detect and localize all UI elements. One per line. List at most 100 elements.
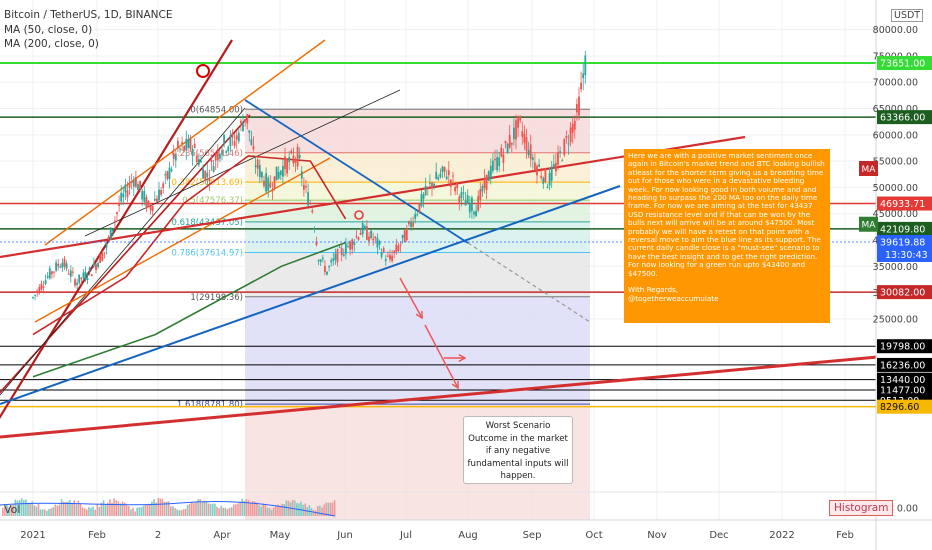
candle-body xyxy=(418,203,421,213)
volume-bar xyxy=(314,510,317,516)
candle-body xyxy=(225,151,228,153)
volume-bar xyxy=(98,506,101,516)
volume-bar xyxy=(88,507,90,516)
candle-body xyxy=(431,182,433,189)
candle-body xyxy=(63,258,66,267)
volume-bar xyxy=(138,507,141,516)
candle-body xyxy=(441,166,444,173)
price-level-badge xyxy=(877,285,932,300)
currency-label[interactable]: USDT xyxy=(891,9,924,22)
volume-bar xyxy=(170,506,172,516)
candle-body xyxy=(181,142,183,144)
candle-body xyxy=(237,132,240,142)
candle-body xyxy=(305,185,307,188)
histogram-button[interactable]: Histogram xyxy=(829,500,894,516)
candle-body xyxy=(328,266,330,268)
candle-body xyxy=(235,135,238,140)
candle-body xyxy=(345,243,347,254)
candle-body xyxy=(426,186,429,188)
time-tick-label: Jul xyxy=(399,530,412,541)
candle-body xyxy=(389,254,391,260)
volume-bar xyxy=(207,503,210,516)
volume-bar xyxy=(121,501,124,516)
price-level-badge-label: 16236.00 xyxy=(880,360,925,371)
candle-body xyxy=(151,205,154,212)
volume-bar xyxy=(180,510,183,516)
volume-bar xyxy=(279,505,281,516)
candle-body xyxy=(48,268,51,279)
ma50-legend[interactable]: MA (50, close, 0) xyxy=(4,23,93,36)
price-level-badge-label: 13440.00 xyxy=(880,375,925,386)
candle-body xyxy=(576,104,578,113)
candle-body xyxy=(483,177,486,189)
analysis-note[interactable]: Here we are with a positive market senti… xyxy=(624,149,830,323)
candle-body xyxy=(353,242,356,246)
candle-body xyxy=(510,142,513,145)
ma200-legend[interactable]: MA (200, close, 0) xyxy=(4,38,99,50)
time-tick-label: May xyxy=(270,530,291,541)
volume-bar xyxy=(272,507,275,516)
candle-body xyxy=(342,254,345,256)
volume-bar xyxy=(226,509,229,516)
candle-body xyxy=(485,174,488,191)
worst-case-note[interactable]: Worst Scenario Outcome in the market if … xyxy=(463,416,573,484)
candle-body xyxy=(374,236,377,239)
candle-body xyxy=(424,185,427,195)
candle-body xyxy=(179,148,181,150)
candle-body xyxy=(282,165,284,177)
volume-bar xyxy=(203,500,206,516)
volume-bar xyxy=(199,499,201,516)
volume-bar xyxy=(153,499,155,516)
volume-bar xyxy=(113,498,115,516)
price-axis-background xyxy=(876,0,932,550)
volume-bar xyxy=(111,502,113,516)
fib-level-label: 0.236(56581.46) xyxy=(171,149,243,159)
volume-bar xyxy=(56,505,59,516)
candle-body xyxy=(477,196,480,211)
candle-body xyxy=(391,255,393,261)
candle-body xyxy=(303,184,305,190)
candle-body xyxy=(504,141,507,144)
volume-bar xyxy=(25,499,27,516)
candle-body xyxy=(137,184,139,191)
volume-bar xyxy=(205,501,208,516)
time-tick-label: Sep xyxy=(523,530,542,541)
candle-body xyxy=(156,198,158,202)
volume-bar xyxy=(2,507,4,516)
candle-body xyxy=(183,145,186,151)
price-tick-label: 70000.00 xyxy=(873,78,918,89)
candle-body xyxy=(565,135,568,139)
volume-bar xyxy=(92,506,94,516)
candle-body xyxy=(189,137,192,150)
volume-bar xyxy=(37,503,40,516)
volume-bar xyxy=(270,510,273,516)
volume-bar xyxy=(306,507,309,516)
candle-body xyxy=(366,226,368,240)
candle-body xyxy=(563,139,566,155)
candle-body xyxy=(405,228,408,241)
candle-body xyxy=(397,245,400,251)
volume-bar xyxy=(230,507,233,516)
candle-body xyxy=(139,180,141,189)
candle-body xyxy=(193,143,196,148)
volume-bar xyxy=(254,501,256,516)
volume-bar xyxy=(212,503,214,516)
volume-bar xyxy=(247,500,250,516)
candle-body xyxy=(290,151,293,153)
price-level-badge xyxy=(877,357,932,372)
volume-bar xyxy=(201,502,204,516)
projection-arrow-head xyxy=(451,380,459,390)
candle-body xyxy=(550,166,553,181)
fib-level-label: 1.618(8781.80) xyxy=(177,400,243,410)
candle-body xyxy=(254,165,257,168)
candle-body xyxy=(246,114,249,124)
candle-body xyxy=(330,260,333,263)
candle-body xyxy=(363,226,366,230)
candle-body xyxy=(321,257,324,260)
candle-body xyxy=(200,160,202,163)
candle-body xyxy=(584,55,587,75)
candle-body xyxy=(435,171,438,180)
volume-bar xyxy=(41,509,44,516)
price-level-badge-label: 30082.00 xyxy=(880,288,925,299)
symbol-title[interactable]: Bitcoin / TetherUS, 1D, BINANCE xyxy=(4,9,173,21)
